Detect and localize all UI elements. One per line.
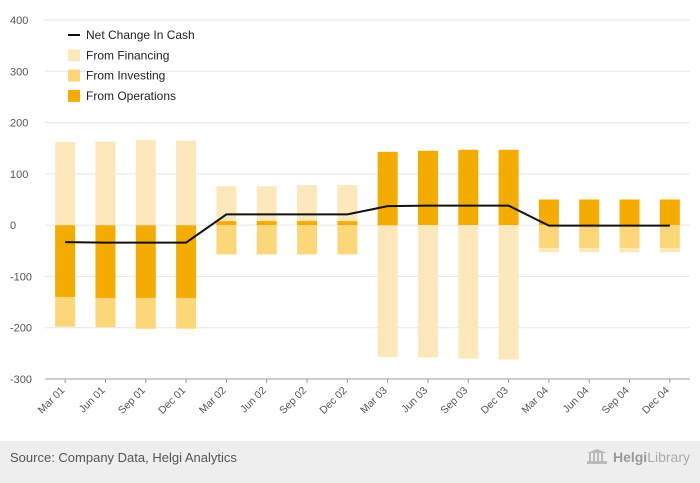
- y-tick-label: 200: [10, 118, 28, 130]
- bar-from-financing: [579, 248, 600, 253]
- x-tick-label: Mar 02: [197, 385, 229, 417]
- brand-suffix: Library: [647, 449, 690, 465]
- x-tick-label: Sep 01: [116, 385, 148, 417]
- legend-swatch: [68, 89, 80, 102]
- bar-from-financing: [538, 248, 559, 253]
- legend-label: From Operations: [86, 89, 176, 103]
- bar-from-investing: [216, 225, 237, 255]
- bar-from-investing: [55, 296, 76, 327]
- bar-from-financing: [55, 142, 76, 226]
- x-tick-label: Sep 02: [277, 385, 309, 417]
- bar-from-operations: [55, 225, 76, 297]
- bar-from-investing: [297, 225, 318, 255]
- x-tick-label: Mar 04: [519, 385, 551, 417]
- bar-from-investing: [135, 297, 156, 329]
- bar-from-operations: [216, 221, 237, 226]
- footer: Source: Company Data, Helgi Analytics He…: [0, 441, 700, 483]
- bar-from-operations: [458, 149, 479, 226]
- y-tick-label: -100: [10, 271, 32, 283]
- bar-from-financing: [297, 185, 318, 222]
- bar-from-financing: [337, 185, 358, 222]
- y-tick-label: 0: [10, 220, 16, 232]
- bar-from-operations: [579, 199, 600, 226]
- bar-from-operations: [95, 225, 116, 298]
- library-icon: [586, 449, 607, 464]
- brand-prefix: Helgi: [612, 449, 648, 465]
- bar-from-financing: [659, 248, 680, 253]
- bar-from-financing: [176, 140, 197, 226]
- x-tick-label: Dec 01: [156, 385, 188, 417]
- legend-swatch: [68, 49, 80, 62]
- bar-from-operations: [135, 225, 156, 298]
- bar-from-financing: [377, 226, 398, 357]
- bar-from-financing: [498, 225, 519, 360]
- x-tick-label: Sep 03: [438, 385, 470, 417]
- bar-from-investing: [176, 297, 197, 329]
- y-tick-label: 100: [10, 169, 28, 181]
- bar-from-operations: [538, 199, 559, 226]
- bar-from-investing: [377, 225, 398, 227]
- bar-from-financing: [95, 141, 116, 226]
- bar-from-financing: [619, 248, 640, 253]
- bar-from-investing: [538, 225, 559, 249]
- bar-from-operations: [377, 151, 398, 226]
- y-tick-label: -200: [10, 323, 32, 335]
- bar-from-investing: [659, 225, 680, 249]
- bar-from-operations: [417, 150, 438, 226]
- bar-from-investing: [337, 225, 358, 255]
- x-tick-label: Jun 01: [77, 385, 108, 416]
- source-text: Source: Company Data, Helgi Analytics: [10, 450, 237, 465]
- chart: -300 -200 -100 0 100 200 300 400 Mar 01 Jun 01 Sep…: [10, 15, 690, 417]
- legend-label: From Financing: [86, 48, 169, 62]
- bar-from-investing: [619, 225, 640, 249]
- bar-from-financing: [256, 186, 277, 222]
- x-tick-label: Mar 03: [358, 385, 390, 417]
- net-change-line: [65, 204, 670, 244]
- x-tick-label: Jun 03: [399, 385, 430, 416]
- bar-from-investing: [95, 297, 116, 328]
- y-tick-label: 400: [10, 15, 28, 27]
- bar-from-financing: [216, 186, 237, 222]
- bar-from-operations: [619, 199, 640, 226]
- x-tick-label: Sep 04: [600, 385, 632, 417]
- legend-label: Net Change In Cash: [86, 28, 195, 42]
- x-tick-label: Jun 02: [238, 385, 269, 416]
- legend-swatch: [68, 69, 80, 82]
- y-tick-label: -300: [10, 374, 32, 386]
- bar-from-operations: [337, 221, 358, 226]
- x-tick-label: Dec 02: [317, 385, 349, 417]
- brand-text: HelgiLibrary: [613, 449, 690, 465]
- bar-from-investing: [579, 225, 600, 249]
- bar-from-operations: [256, 221, 277, 226]
- brand-logo: HelgiLibrary: [586, 449, 690, 465]
- legend-label: From Investing: [86, 69, 165, 83]
- bar-from-operations: [659, 199, 680, 226]
- bar-from-financing: [135, 140, 156, 226]
- x-tick-label: Dec 03: [479, 385, 511, 417]
- bar-from-financing: [417, 225, 438, 358]
- chart-svg: -300 -200 -100 0 100 200 300 400 Mar 01 Jun 01 Sep…: [10, 15, 690, 417]
- y-tick-label: 300: [10, 66, 28, 78]
- x-tick-label: Jun 04: [561, 385, 592, 416]
- bar-from-operations: [297, 221, 318, 226]
- x-tick-label: Dec 04: [640, 385, 672, 417]
- bar-from-operations: [176, 225, 197, 298]
- bar-from-operations: [498, 149, 519, 226]
- bar-from-investing: [256, 225, 277, 255]
- x-tick-label: Mar 01: [36, 385, 68, 417]
- bar-from-financing: [458, 225, 479, 359]
